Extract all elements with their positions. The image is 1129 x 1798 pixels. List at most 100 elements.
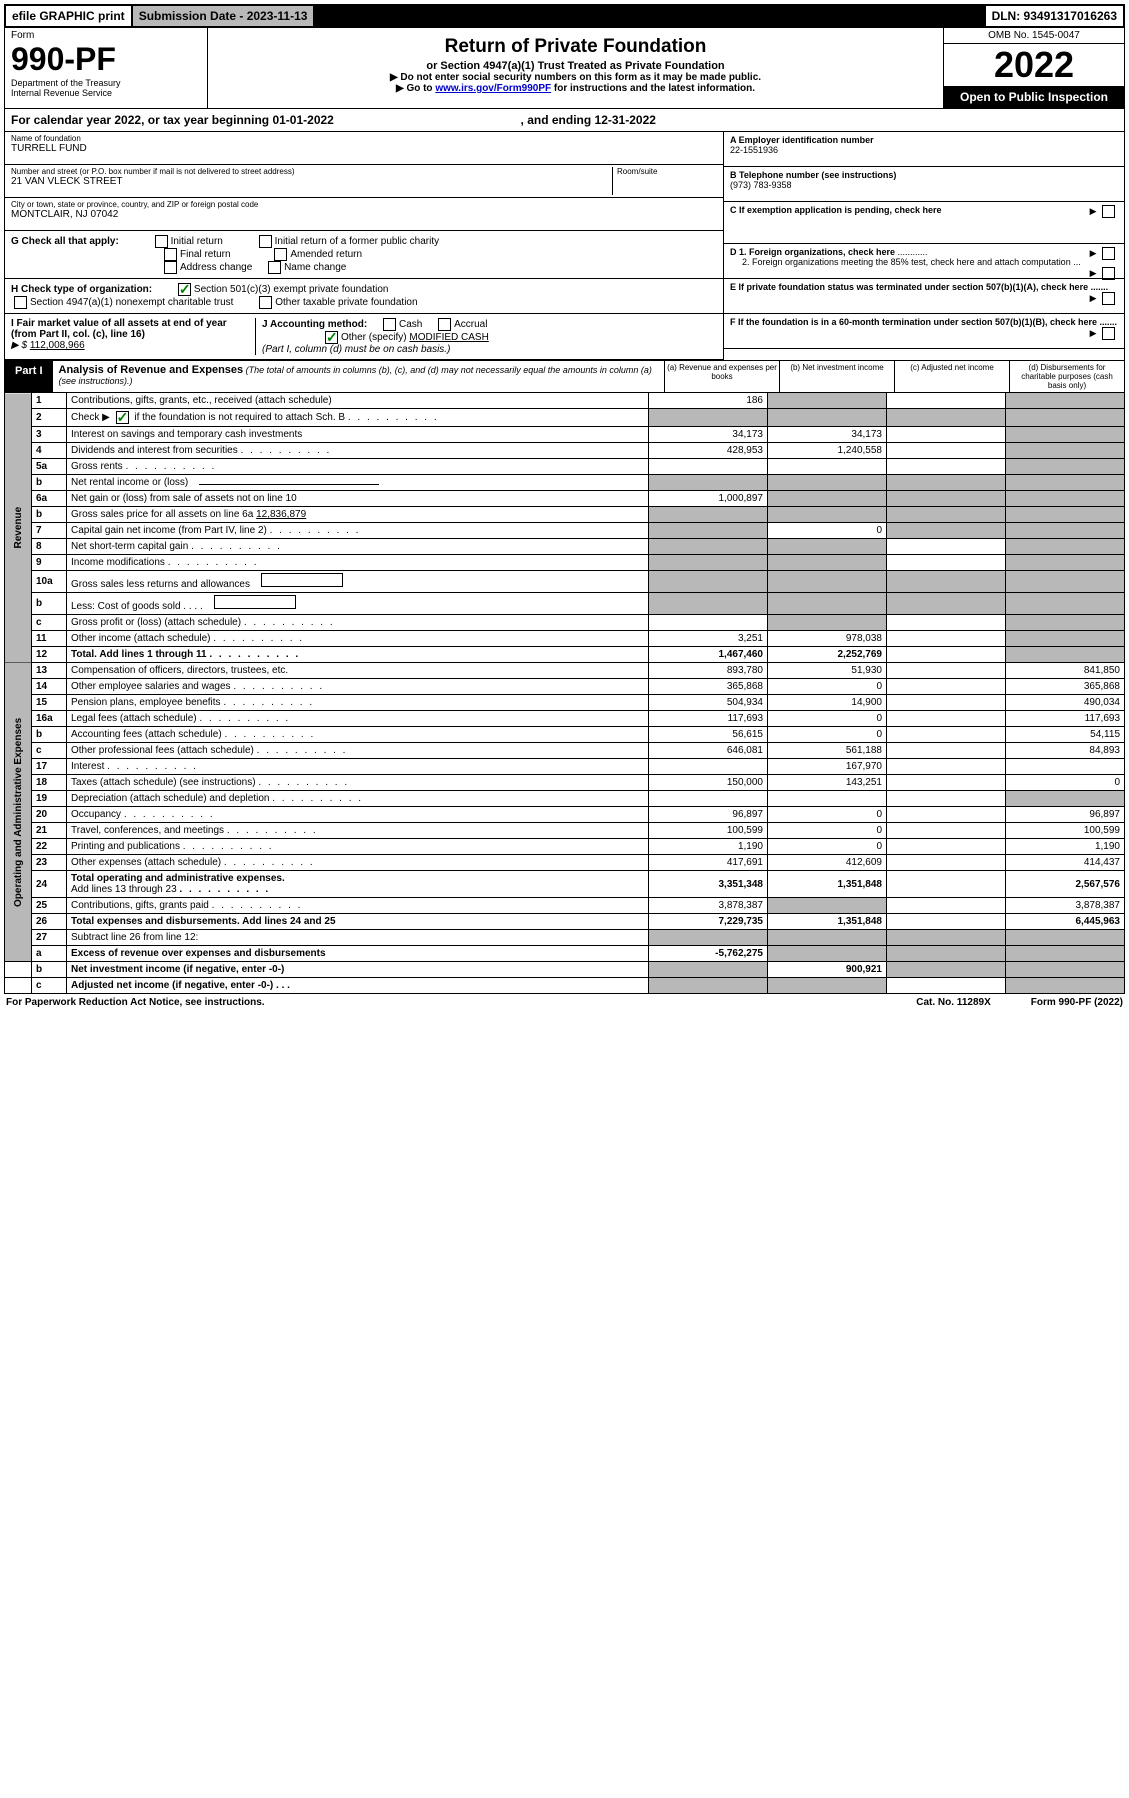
status-terminated-checkbox[interactable]	[1102, 292, 1115, 305]
table-row: 6a Net gain or (loss) from sale of asset…	[5, 491, 1125, 507]
address-cell: Number and street (or P.O. box number if…	[5, 165, 723, 198]
table-row: b Less: Cost of goods sold . . . .	[5, 593, 1125, 615]
col-d-header: (d) Disbursements for charitable purpose…	[1009, 361, 1124, 392]
schb-checkbox[interactable]	[116, 411, 129, 424]
year-begin: 01-01-2022	[272, 113, 333, 127]
table-row: 26 Total expenses and disbursements. Add…	[5, 914, 1125, 930]
accrual-checkbox[interactable]	[438, 318, 451, 331]
irs-label: Internal Revenue Service	[11, 88, 201, 98]
page-footer: For Paperwork Reduction Act Notice, see …	[4, 994, 1125, 1011]
table-row: 21 Travel, conferences, and meetings 100…	[5, 823, 1125, 839]
part-1-table: Revenue 1 Contributions, gifts, grants, …	[4, 393, 1125, 994]
table-row: 24 Total operating and administrative ex…	[5, 871, 1125, 898]
open-to-public: Open to Public Inspection	[944, 86, 1124, 108]
form-title: Return of Private Foundation	[214, 36, 937, 58]
table-row: 10a Gross sales less returns and allowan…	[5, 571, 1125, 593]
section-i-j: I Fair market value of all assets at end…	[5, 314, 723, 360]
table-row: b Net investment income (if negative, en…	[5, 962, 1125, 978]
table-row: 12 Total. Add lines 1 through 11 1,467,4…	[5, 647, 1125, 663]
form-header: Form 990-PF Department of the Treasury I…	[4, 28, 1125, 109]
header-left: Form 990-PF Department of the Treasury I…	[5, 28, 208, 108]
ein-cell: A Employer identification number 22-1551…	[724, 132, 1124, 167]
table-row: b Accounting fees (attach schedule) 56,6…	[5, 727, 1125, 743]
note-ssn: ▶ Do not enter social security numbers o…	[214, 72, 937, 83]
tax-year: 2022	[944, 44, 1124, 86]
table-row: c Adjusted net income (if negative, ente…	[5, 978, 1125, 994]
part-1-label: Part I	[5, 361, 53, 392]
section-d: D 1. Foreign organizations, check here .…	[724, 244, 1124, 279]
table-row: 16a Legal fees (attach schedule) 117,693…	[5, 711, 1125, 727]
table-row: 25 Contributions, gifts, grants paid 3,8…	[5, 898, 1125, 914]
street-address: 21 VAN VLECK STREET	[11, 176, 612, 187]
table-row: 23 Other expenses (attach schedule) 417,…	[5, 855, 1125, 871]
part-1-desc: Analysis of Revenue and Expenses (The to…	[53, 361, 664, 392]
fmv-value: 112,008,966	[30, 340, 85, 351]
amended-return-checkbox[interactable]	[274, 248, 287, 261]
identification-section: Name of foundation TURRELL FUND Number a…	[4, 132, 1125, 360]
section-h: H Check type of organization: Section 50…	[5, 279, 723, 314]
name-change-checkbox[interactable]	[268, 261, 281, 274]
col-b-header: (b) Net investment income	[779, 361, 894, 392]
room-suite-label: Room/suite	[617, 167, 717, 176]
top-bar: efile GRAPHIC print Submission Date - 20…	[4, 4, 1125, 28]
city-cell: City or town, state or province, country…	[5, 198, 723, 231]
cash-checkbox[interactable]	[383, 318, 396, 331]
section-e: E If private foundation status was termi…	[724, 279, 1124, 314]
other-method-checkbox[interactable]	[325, 331, 338, 344]
year-end: 12-31-2022	[595, 113, 656, 127]
table-row: 20 Occupancy 96,897096,897	[5, 807, 1125, 823]
table-row: Revenue 1 Contributions, gifts, grants, …	[5, 393, 1125, 409]
foreign-org-checkbox[interactable]	[1102, 247, 1115, 260]
pra-notice: For Paperwork Reduction Act Notice, see …	[6, 997, 265, 1008]
table-row: 17 Interest 167,970	[5, 759, 1125, 775]
omb-number: OMB No. 1545-0047	[944, 28, 1124, 44]
60-month-checkbox[interactable]	[1102, 327, 1115, 340]
table-row: 15 Pension plans, employee benefits 504,…	[5, 695, 1125, 711]
initial-return-checkbox[interactable]	[155, 235, 168, 248]
table-row: b Net rental income or (loss)	[5, 475, 1125, 491]
table-row: 5a Gross rents	[5, 459, 1125, 475]
table-row: c Other professional fees (attach schedu…	[5, 743, 1125, 759]
table-row: 14 Other employee salaries and wages 365…	[5, 679, 1125, 695]
col-c-header: (c) Adjusted net income	[894, 361, 1009, 392]
accounting-method-value: MODIFIED CASH	[409, 332, 488, 343]
table-row: b Gross sales price for all assets on li…	[5, 507, 1125, 523]
col-a-header: (a) Revenue and expenses per books	[664, 361, 779, 392]
address-change-checkbox[interactable]	[164, 261, 177, 274]
501c3-checkbox[interactable]	[178, 283, 191, 296]
dln-label: DLN: 93491317016263	[986, 6, 1123, 26]
table-row: 11 Other income (attach schedule) 3,2519…	[5, 631, 1125, 647]
ein-value: 22-1551936	[730, 145, 778, 155]
section-c: C If exemption application is pending, c…	[724, 202, 1124, 244]
section-f: F If the foundation is in a 60-month ter…	[724, 314, 1124, 349]
part-1-header: Part I Analysis of Revenue and Expenses …	[4, 360, 1125, 393]
other-taxable-checkbox[interactable]	[259, 296, 272, 309]
exemption-pending-checkbox[interactable]	[1102, 205, 1115, 218]
revenue-side-label: Revenue	[5, 393, 32, 663]
4947-checkbox[interactable]	[14, 296, 27, 309]
table-row: 18 Taxes (attach schedule) (see instruct…	[5, 775, 1125, 791]
table-row: c Gross profit or (loss) (attach schedul…	[5, 615, 1125, 631]
foundation-name-cell: Name of foundation TURRELL FUND	[5, 132, 723, 165]
table-row: 19 Depreciation (attach schedule) and de…	[5, 791, 1125, 807]
form-subtitle: or Section 4947(a)(1) Trust Treated as P…	[214, 60, 937, 72]
table-row: Operating and Administrative Expenses 13…	[5, 663, 1125, 679]
form-number: 990-PF	[11, 41, 201, 78]
foreign-85-checkbox[interactable]	[1102, 267, 1115, 280]
dept-label: Department of the Treasury	[11, 78, 201, 88]
form990pf-link[interactable]: www.irs.gov/Form990PF	[435, 83, 551, 94]
city-state-zip: MONTCLAIR, NJ 07042	[11, 209, 717, 220]
table-row: 7 Capital gain net income (from Part IV,…	[5, 523, 1125, 539]
efile-graphic-label: efile GRAPHIC print	[6, 6, 131, 26]
initial-former-checkbox[interactable]	[259, 235, 272, 248]
header-right: OMB No. 1545-0047 2022 Open to Public In…	[943, 28, 1124, 108]
table-row: 22 Printing and publications 1,19001,190	[5, 839, 1125, 855]
table-row: 4 Dividends and interest from securities…	[5, 443, 1125, 459]
cat-number: Cat. No. 11289X	[916, 997, 990, 1008]
gross-sales-value: 12,836,879	[256, 509, 306, 520]
table-row: 3 Interest on savings and temporary cash…	[5, 427, 1125, 443]
form-word: Form	[11, 30, 201, 41]
final-return-checkbox[interactable]	[164, 248, 177, 261]
table-row: 9 Income modifications	[5, 555, 1125, 571]
table-row: 8 Net short-term capital gain	[5, 539, 1125, 555]
